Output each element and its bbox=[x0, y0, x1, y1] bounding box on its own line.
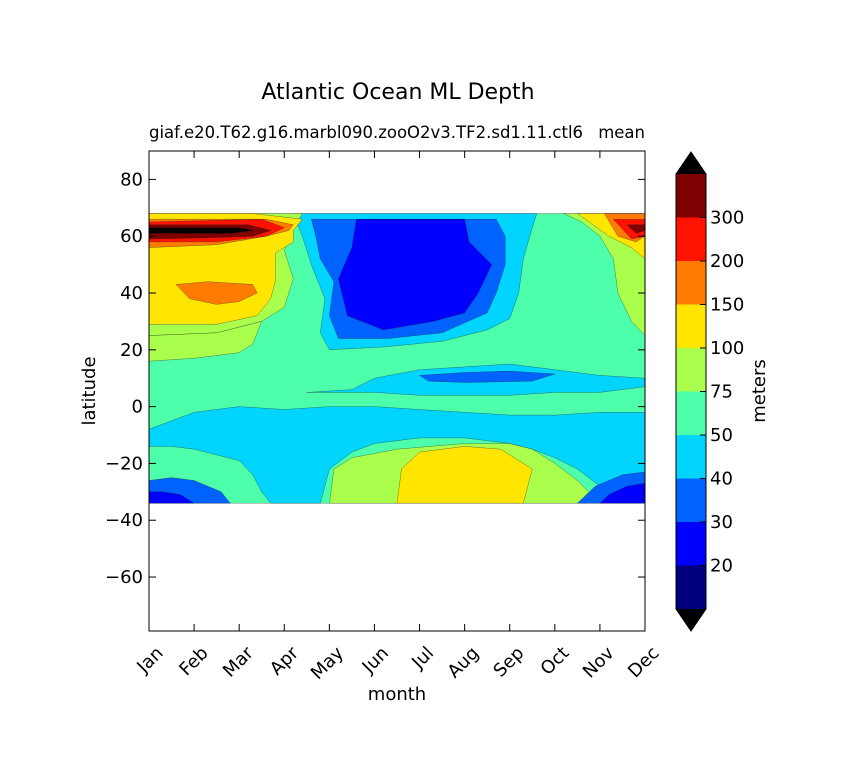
colorbar-segment-5 bbox=[676, 348, 706, 392]
colorbar-tick-label-8: 300 bbox=[710, 208, 744, 229]
chart-subtitle-left: giaf.e20.T62.g16.marbl090.zooO2v3.TF2.sd… bbox=[149, 123, 583, 142]
y-axis: 80 60 40 20 0 −20 −40 −60 bbox=[105, 169, 645, 588]
chart-subtitle-right: mean bbox=[598, 123, 645, 142]
x-tick-label-3: Apr bbox=[266, 642, 303, 679]
y-tick-label-4: 0 bbox=[132, 397, 143, 418]
contour-band-15 bbox=[175, 281, 258, 305]
contour-band-18 bbox=[612, 218, 645, 240]
colorbar-extend-bottom bbox=[676, 609, 706, 631]
x-axis-label: month bbox=[368, 684, 426, 705]
x-tick-label-0: Jan bbox=[132, 643, 167, 678]
colorbar-tick-label-3: 50 bbox=[710, 425, 733, 446]
x-tick-label-5: Jun bbox=[358, 643, 393, 678]
y-tick-label-7: −60 bbox=[105, 567, 143, 588]
x-tick-label-9: Oct bbox=[537, 643, 574, 680]
y-tick-label-1: 60 bbox=[120, 226, 143, 247]
colorbar-extend-top bbox=[676, 152, 706, 174]
colorbar-segment-9 bbox=[676, 174, 706, 218]
contour-band-20 bbox=[626, 224, 645, 234]
colorbar-tick-label-2: 40 bbox=[710, 469, 733, 490]
x-tick-label-10: Nov bbox=[579, 642, 619, 682]
colorbar-tick-label-0: 20 bbox=[710, 556, 733, 577]
contour-band-25 bbox=[599, 483, 645, 504]
contour-band-6 bbox=[149, 321, 263, 362]
x-tick-label-2: Mar bbox=[219, 642, 258, 681]
y-tick-label-2: 40 bbox=[120, 283, 143, 304]
colorbar-segment-2 bbox=[676, 478, 706, 522]
x-tick-label-4: May bbox=[307, 642, 348, 683]
y-tick-label-0: 80 bbox=[120, 169, 143, 190]
colorbar-tick-label-7: 200 bbox=[710, 251, 744, 272]
colorbar-tick-label-4: 75 bbox=[710, 382, 733, 403]
colorbar-outline bbox=[675, 151, 707, 632]
colorbar-tick-label-1: 30 bbox=[710, 512, 733, 533]
y-tick-label-5: −20 bbox=[105, 453, 143, 474]
contour-band-21 bbox=[149, 227, 253, 234]
x-tick-label-8: Sep bbox=[489, 643, 528, 682]
colorbar-segment-7 bbox=[676, 261, 706, 305]
colorbar-segment-6 bbox=[676, 304, 706, 348]
x-tick-label-6: Jul bbox=[407, 643, 438, 674]
y-tick-label-3: 20 bbox=[120, 340, 143, 361]
colorbar-tick-label-6: 150 bbox=[710, 295, 744, 316]
colorbar: 20 30 40 50 75 100 150 200 300 bbox=[675, 151, 744, 632]
colorbar-label: meters bbox=[749, 359, 770, 423]
y-axis-label: latitude bbox=[79, 356, 100, 425]
colorbar-segment-1 bbox=[676, 522, 706, 566]
colorbar-segment-4 bbox=[676, 391, 706, 435]
contour-band-23 bbox=[149, 491, 195, 504]
contour-band-10 bbox=[338, 218, 493, 331]
colorbar-segment-3 bbox=[676, 435, 706, 479]
plot-frame bbox=[148, 150, 646, 632]
contour-band-1 bbox=[149, 406, 645, 504]
contour-band-12 bbox=[396, 446, 533, 504]
contour-fill bbox=[149, 213, 645, 504]
x-tick-label-7: Aug bbox=[444, 643, 484, 683]
x-tick-label-1: Feb bbox=[175, 643, 212, 680]
chart-title: Atlantic Ocean ML Depth bbox=[261, 80, 534, 105]
colorbar-tick-label-5: 100 bbox=[710, 338, 744, 359]
colorbar-segment-0 bbox=[676, 565, 706, 609]
y-tick-label-6: −40 bbox=[105, 510, 143, 531]
contour-band-8 bbox=[418, 370, 555, 383]
colorbar-segment-8 bbox=[676, 217, 706, 261]
x-tick-label-11: Dec bbox=[624, 643, 663, 682]
